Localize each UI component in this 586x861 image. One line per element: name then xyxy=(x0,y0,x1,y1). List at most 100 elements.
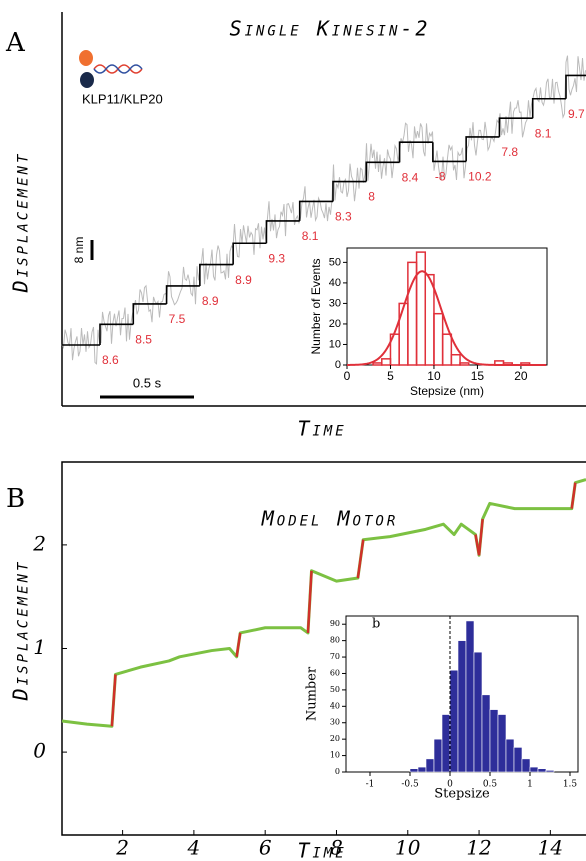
step-label: 8.9 xyxy=(202,294,219,308)
y-axis-label: Displacement xyxy=(9,152,33,294)
chart-title: Single Kinesin-2 xyxy=(230,17,431,41)
step-label: -8 xyxy=(435,170,446,184)
y-tick-label: 40 xyxy=(330,701,340,710)
histogram-bar xyxy=(449,669,459,773)
step-label: 7.5 xyxy=(169,312,186,326)
x-tick-label: 6 xyxy=(259,836,272,860)
y-tick-label: 1 xyxy=(33,635,46,659)
chart-title: Model Motor xyxy=(261,507,399,531)
construct-icon xyxy=(79,50,143,88)
x-tick-label: 4 xyxy=(187,836,201,860)
histogram-bar xyxy=(433,738,443,773)
histogram-bar xyxy=(481,694,491,773)
step xyxy=(332,180,367,202)
raw-trace xyxy=(61,55,586,365)
step-label: 8.1 xyxy=(535,126,552,140)
histogram-bar xyxy=(473,651,483,773)
jump xyxy=(306,570,313,634)
x-tick-label: -0.5 xyxy=(401,780,419,790)
step xyxy=(232,242,267,265)
y-tick-label: 20 xyxy=(329,318,341,330)
x-axis-label: Stepsize (nm) xyxy=(410,384,484,398)
x-tick-label: 0 xyxy=(344,369,351,383)
inset-label: b xyxy=(372,617,380,632)
x-tick-label: 14 xyxy=(538,836,563,860)
step-label: 8.1 xyxy=(302,229,319,243)
legend-label: KLP11/KLP20 xyxy=(82,91,163,106)
histogram-bar xyxy=(441,333,453,366)
step-label: 10.2 xyxy=(468,170,492,184)
jump xyxy=(235,632,242,657)
y-tick-label: 10 xyxy=(330,751,340,760)
x-tick-label: 5 xyxy=(387,369,394,383)
step-label: 8.5 xyxy=(135,333,152,347)
histogram-bar xyxy=(529,766,539,773)
x-tick-label: 8 xyxy=(330,836,343,860)
y-tick-label: 0 xyxy=(335,767,340,776)
y-tick-label: 40 xyxy=(329,277,341,289)
histogram-bar xyxy=(409,768,419,773)
step-label: 8.4 xyxy=(402,171,419,185)
y-tick-label: 0 xyxy=(33,739,46,763)
y-tick-label: 60 xyxy=(330,668,340,677)
x-tick-label: 15 xyxy=(471,369,485,383)
histogram-bar xyxy=(425,758,435,773)
step xyxy=(165,285,200,304)
x-tick-label: 10 xyxy=(395,836,421,860)
trace xyxy=(61,478,586,728)
step-label: 8 xyxy=(368,190,375,204)
y-tick-label: 50 xyxy=(329,256,341,268)
step-label: 8.9 xyxy=(235,273,252,287)
panel-label: B xyxy=(6,484,25,514)
step xyxy=(132,303,167,325)
y-tick-label: 2 xyxy=(32,531,46,555)
y-tick-label: 70 xyxy=(330,652,340,661)
histogram-bar xyxy=(537,768,547,773)
y-tick-label: 30 xyxy=(330,718,340,727)
histogram-bar xyxy=(465,620,475,773)
panel-label: A xyxy=(5,28,26,58)
y-tick-label: 20 xyxy=(330,734,340,743)
jump xyxy=(570,482,577,509)
histogram-bar xyxy=(441,714,451,773)
step-label: 8.3 xyxy=(335,210,352,224)
step xyxy=(365,161,400,182)
step xyxy=(531,97,566,119)
jump xyxy=(110,674,117,727)
x-tick-label: 12 xyxy=(466,836,491,860)
histogram-bar xyxy=(513,747,523,773)
y-axis-label: Displacement xyxy=(9,560,33,702)
step xyxy=(398,141,433,163)
inset-frame xyxy=(346,247,548,366)
x-axis-label: Time xyxy=(297,417,346,441)
step xyxy=(498,117,533,137)
jump xyxy=(477,518,484,556)
fit-curve xyxy=(346,270,547,366)
y-axis-label: Number xyxy=(305,666,320,721)
y-axis-label: Number of Events xyxy=(309,258,323,354)
x-tick-label: 0 xyxy=(447,780,453,790)
x-tick-label: 1.5 xyxy=(563,780,578,790)
scale-bar-label: 0.5 s xyxy=(133,375,162,390)
jump xyxy=(356,539,365,579)
histogram-bar xyxy=(545,770,555,773)
step xyxy=(199,263,234,286)
step-label: 7.8 xyxy=(501,145,518,159)
histogram-bar xyxy=(450,353,461,366)
x-axis-label: Time xyxy=(297,839,346,861)
x-tick-label: 10 xyxy=(427,369,441,383)
x-tick-label: -1 xyxy=(366,780,375,790)
step xyxy=(298,200,333,221)
step xyxy=(265,220,300,244)
histogram-bar xyxy=(497,714,507,773)
y-tick-label: 50 xyxy=(330,685,340,694)
y-tick-label: 10 xyxy=(329,338,341,350)
histogram-bar xyxy=(457,640,467,773)
step xyxy=(565,74,586,99)
step-label: 8.6 xyxy=(102,353,119,367)
histogram-bar xyxy=(521,758,531,773)
x-tick-label: 20 xyxy=(514,369,528,383)
step-label: 9.3 xyxy=(268,251,285,265)
y-tick-label: 0 xyxy=(335,359,341,371)
y-tick-label: 30 xyxy=(329,297,341,309)
